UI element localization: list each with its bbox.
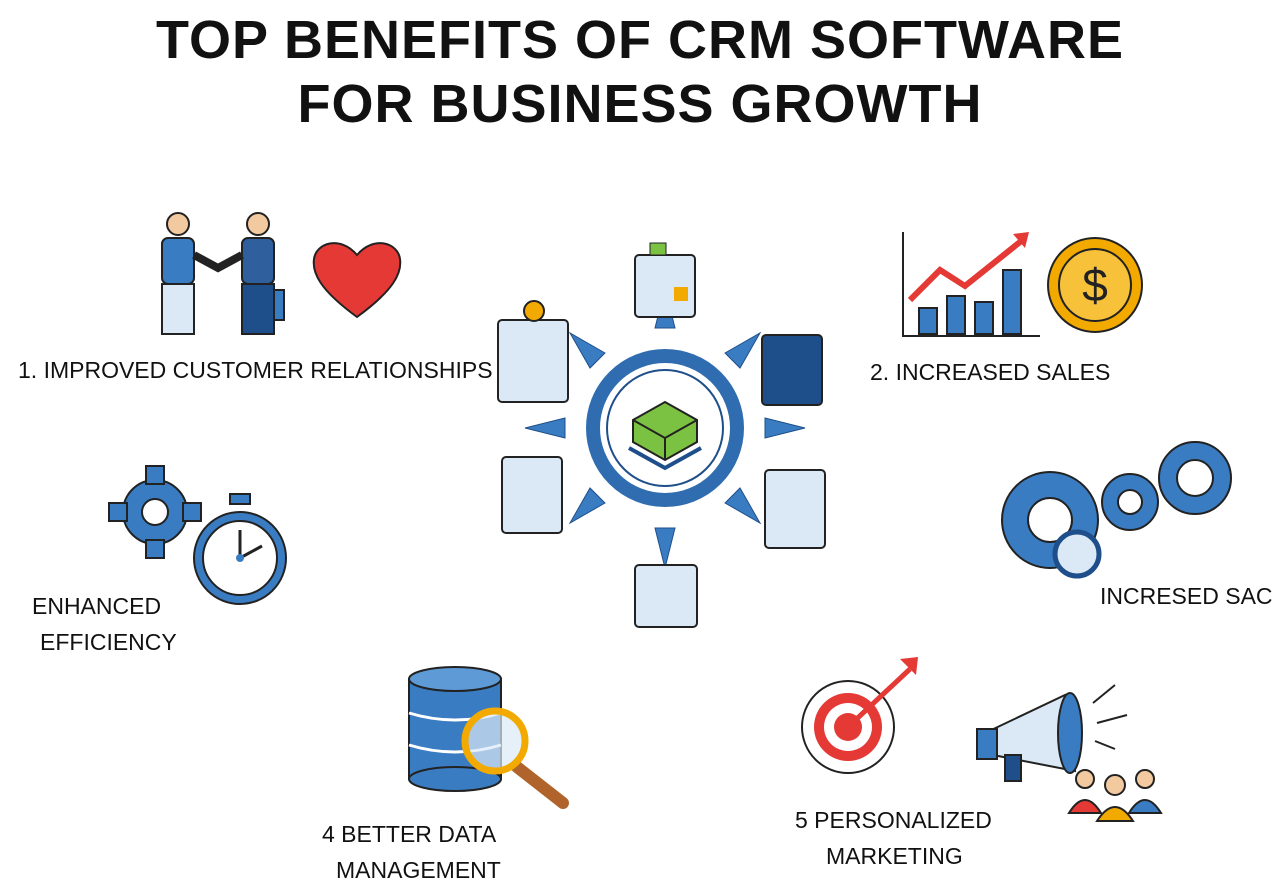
- node-top-right: [761, 334, 823, 406]
- heart-icon: [312, 242, 402, 319]
- page-title-line2: FOR BUSINESS GROWTH: [297, 74, 983, 134]
- benefit-3-label-line2: EFFICIENCY: [40, 629, 177, 655]
- people-icon: [1067, 769, 1163, 822]
- node-bottom: [634, 564, 698, 628]
- handshake-icon: [161, 212, 285, 335]
- node-top-left: [497, 319, 569, 403]
- bar-chart-growth-icon: [902, 232, 1040, 337]
- gear-icon: [108, 465, 202, 559]
- node-right: [764, 469, 826, 549]
- node-left: [501, 456, 563, 534]
- benefit-3-label-line1: ENHANCED: [32, 593, 162, 619]
- target-icon: [801, 657, 918, 774]
- benefit-4-label: INCRESED SAC: [1100, 583, 1273, 609]
- benefit-1-label: 1. IMPROVED CUSTOMER RELATIONSHIPS: [18, 357, 493, 383]
- gears-icon: [1001, 441, 1232, 579]
- megaphone-icon: [976, 684, 1128, 782]
- benefit-6-label-line1: 5 PERSONALIZED: [795, 807, 992, 833]
- database-icon: [408, 666, 569, 809]
- crm-hub-icon: [497, 242, 826, 628]
- stopwatch-icon: [193, 493, 287, 605]
- node-top: [634, 254, 696, 318]
- page-title-line1: TOP BENEFITS OF CRM SOFTWARE: [155, 10, 1125, 70]
- benefit-2-label: 2. INCREASED SALES: [870, 359, 1111, 385]
- svg-text:$: $: [1082, 259, 1108, 311]
- dollar-coin-icon: $: [1047, 237, 1143, 333]
- benefit-5-label-line2: MANAGEMENT: [336, 857, 501, 883]
- benefit-6-label-line2: MARKETING: [826, 843, 963, 869]
- benefit-5-label-line1: 4 BETTER DATA: [322, 821, 497, 847]
- magnifier-icon: [1052, 529, 1102, 579]
